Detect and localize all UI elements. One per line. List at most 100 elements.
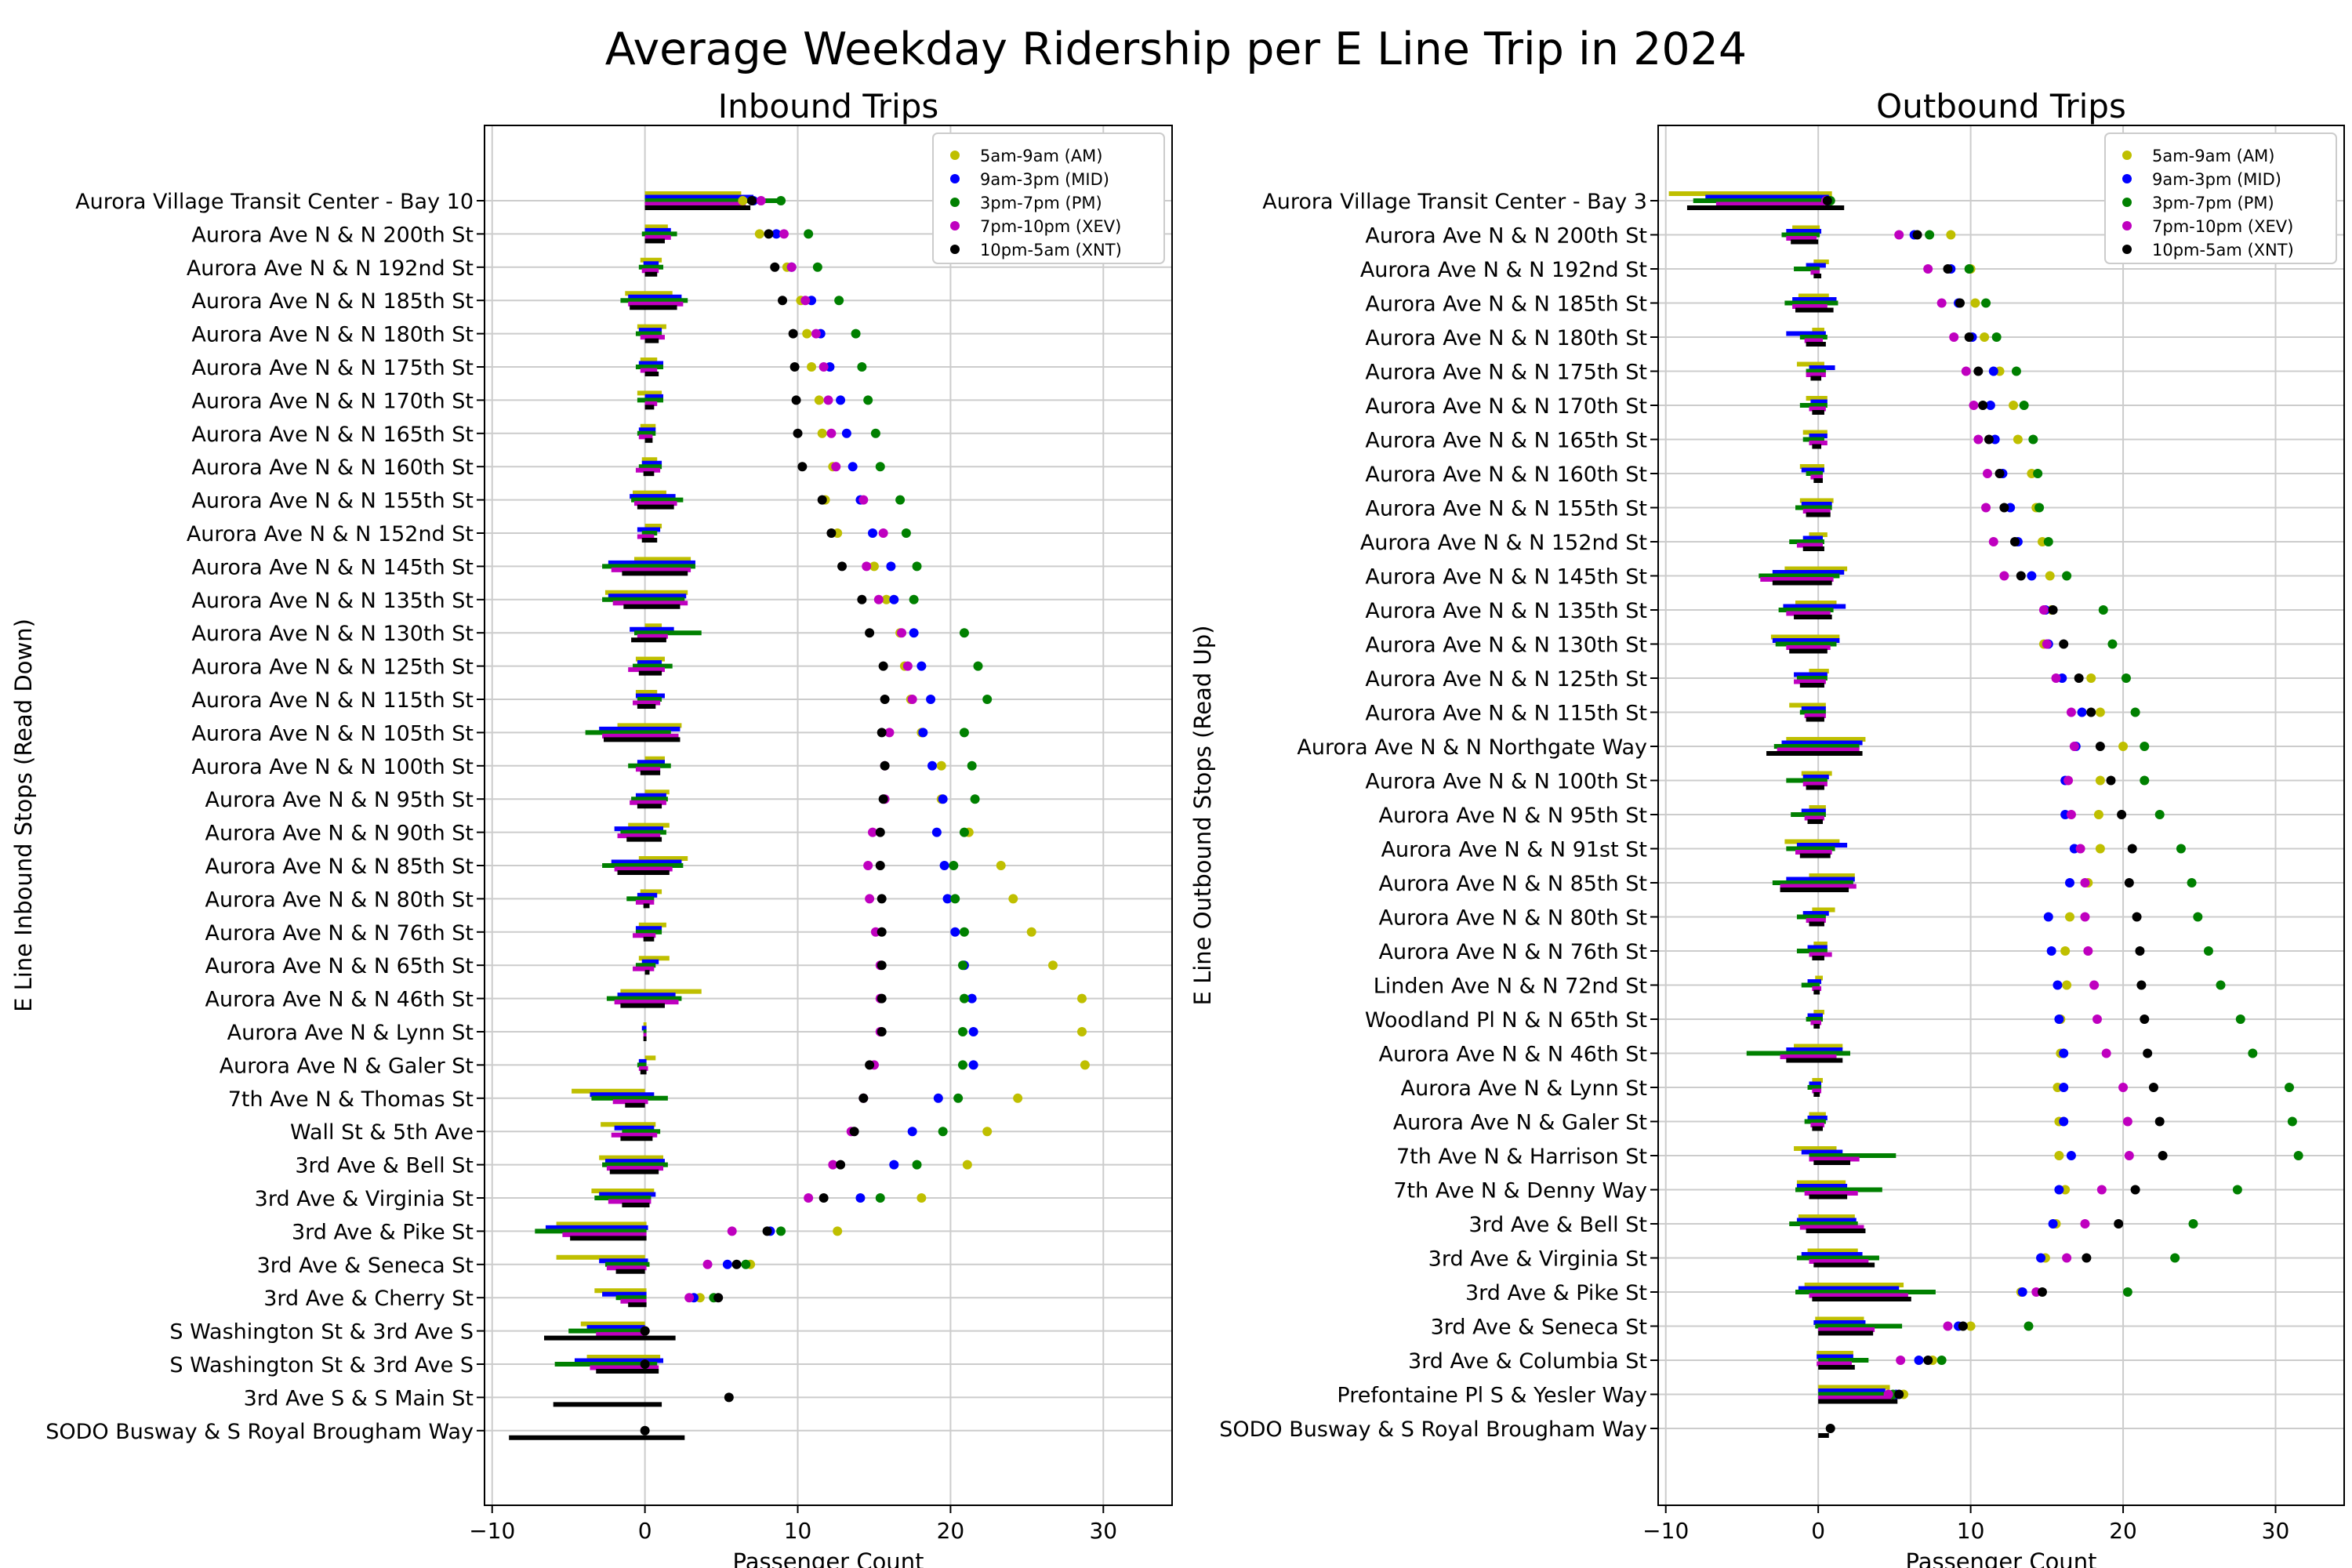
outbound-point-6-0 bbox=[2009, 401, 2019, 410]
outbound-point-30-4 bbox=[2114, 1219, 2124, 1229]
outbound-stop-label-8: Aurora Ave N & N 160th St bbox=[1365, 463, 1647, 487]
outbound-point-16-4 bbox=[2095, 742, 2105, 751]
inbound-stop-label-5: Aurora Ave N & N 175th St bbox=[191, 356, 474, 380]
outbound-point-12-2 bbox=[2098, 605, 2108, 615]
outbound-point-17-2 bbox=[2140, 775, 2150, 786]
inbound-stop-label-0: Aurora Village Transit Center - Bay 10 bbox=[75, 190, 474, 214]
inbound-point-12-4 bbox=[857, 594, 867, 604]
inbound-point-7-3 bbox=[826, 428, 837, 438]
inbound-point-9-2 bbox=[895, 495, 906, 505]
outbound-stop-label-9: Aurora Ave N & N 155th St bbox=[1365, 497, 1647, 521]
inbound-point-7-1 bbox=[841, 428, 851, 438]
outbound-point-7-0 bbox=[2013, 434, 2023, 445]
outbound-point-26-1 bbox=[2059, 1083, 2069, 1092]
outbound-stop-label-30: 3rd Ave & Bell St bbox=[1468, 1213, 1647, 1237]
inbound-point-24-2 bbox=[959, 993, 969, 1004]
outbound-point-35-3 bbox=[1883, 1389, 1893, 1399]
outbound-point-3-2 bbox=[1981, 298, 1991, 308]
outbound-point-26-4 bbox=[2148, 1083, 2158, 1092]
outbound-point-25-4 bbox=[2143, 1048, 2153, 1058]
outbound-legend-marker-4 bbox=[2122, 245, 2132, 254]
inbound-point-12-3 bbox=[873, 594, 884, 604]
inbound-point-5-2 bbox=[857, 362, 867, 372]
outbound-point-3-0 bbox=[1970, 298, 1980, 308]
inbound-point-21-0 bbox=[1008, 894, 1018, 904]
outbound-stop-label-0: Aurora Village Transit Center - Bay 3 bbox=[1262, 190, 1647, 214]
inbound-point-6-0 bbox=[814, 395, 824, 405]
inbound-stop-label-13: Aurora Ave N & N 130th St bbox=[191, 622, 474, 646]
outbound-point-23-3 bbox=[2089, 980, 2100, 990]
inbound-point-20-3 bbox=[863, 861, 873, 870]
inbound-point-10-3 bbox=[878, 528, 888, 538]
outbound-stop-label-21: Aurora Ave N & N 80th St bbox=[1379, 906, 1647, 931]
outbound-point-9-3 bbox=[1981, 503, 1991, 513]
outbound-point-25-3 bbox=[2101, 1048, 2111, 1058]
inbound-stop-label-1: Aurora Ave N & N 200th St bbox=[191, 223, 474, 247]
outbound-stop-label-12: Aurora Ave N & N 135th St bbox=[1365, 599, 1647, 623]
inbound-point-4-3 bbox=[811, 328, 821, 339]
outbound-chart: Outbound Trips Aurora Village Transit Cen… bbox=[1189, 87, 2345, 1568]
outbound-point-21-2 bbox=[2193, 912, 2203, 922]
outbound-point-16-0 bbox=[2118, 742, 2129, 751]
outbound-point-11-4 bbox=[2016, 571, 2026, 581]
inbound-point-23-0 bbox=[1047, 960, 1058, 971]
inbound-stop-label-15: Aurora Ave N & N 115th St bbox=[191, 688, 474, 713]
outbound-point-5-3 bbox=[1961, 366, 1971, 376]
inbound-stop-label-19: Aurora Ave N & N 90th St bbox=[205, 822, 474, 846]
inbound-point-13-3 bbox=[897, 628, 907, 638]
outbound-point-15-2 bbox=[2130, 707, 2140, 717]
outbound-point-17-0 bbox=[2095, 775, 2105, 786]
inbound-point-37-4 bbox=[640, 1425, 650, 1436]
outbound-point-4-0 bbox=[1980, 332, 1990, 342]
inbound-stop-label-36: 3rd Ave S & S Main St bbox=[244, 1386, 474, 1410]
inbound-point-19-3 bbox=[868, 827, 878, 837]
outbound-point-7-4 bbox=[1984, 434, 1994, 445]
inbound-point-31-3 bbox=[727, 1226, 737, 1236]
inbound-point-19-4 bbox=[875, 827, 885, 837]
inbound-point-20-0 bbox=[996, 861, 1006, 870]
inbound-point-15-2 bbox=[982, 695, 993, 704]
outbound-stop-label-34: 3rd Ave & Columbia St bbox=[1408, 1349, 1647, 1374]
outbound-chart-title: Outbound Trips bbox=[1876, 87, 2126, 125]
outbound-point-22-4 bbox=[2135, 946, 2145, 956]
inbound-point-21-4 bbox=[877, 894, 887, 904]
inbound-point-12-0 bbox=[881, 594, 891, 604]
outbound-xtick-label-0: −10 bbox=[1642, 1518, 1689, 1544]
inbound-xtick-label-4: 30 bbox=[1089, 1518, 1117, 1544]
outbound-point-22-0 bbox=[2060, 946, 2071, 956]
outbound-point-33-2 bbox=[2024, 1321, 2034, 1331]
outbound-point-23-4 bbox=[2136, 980, 2147, 990]
inbound-point-10-1 bbox=[868, 528, 878, 538]
outbound-stop-label-27: Aurora Ave N & Galer St bbox=[1393, 1111, 1647, 1135]
inbound-point-19-1 bbox=[931, 827, 942, 837]
outbound-stop-label-36: SODO Busway & S Royal Brougham Way bbox=[1219, 1417, 1647, 1442]
outbound-point-21-0 bbox=[2065, 912, 2074, 922]
outbound-stop-label-31: 3rd Ave & Virginia St bbox=[1428, 1247, 1647, 1272]
outbound-point-6-1 bbox=[1985, 401, 1995, 410]
outbound-legend-label-0: 5am-9am (AM) bbox=[2152, 147, 2275, 165]
outbound-stop-label-24: Woodland Pl N & N 65th St bbox=[1365, 1008, 1647, 1033]
inbound-point-22-1 bbox=[950, 927, 960, 937]
inbound-stop-label-14: Aurora Ave N & N 125th St bbox=[191, 655, 474, 680]
inbound-point-29-2 bbox=[912, 1160, 922, 1170]
inbound-point-27-4 bbox=[858, 1093, 869, 1103]
outbound-point-23-1 bbox=[2053, 980, 2063, 990]
outbound-point-26-2 bbox=[2285, 1083, 2294, 1092]
outbound-point-22-1 bbox=[2046, 946, 2056, 956]
inbound-chart: Inbound Trips Aurora Village Transit Cent… bbox=[10, 87, 1173, 1568]
outbound-point-34-4 bbox=[1923, 1356, 1933, 1365]
outbound-point-17-4 bbox=[2106, 775, 2116, 786]
outbound-stop-label-14: Aurora Ave N & N 125th St bbox=[1365, 667, 1647, 691]
outbound-stop-label-18: Aurora Ave N & N 95th St bbox=[1379, 804, 1647, 828]
inbound-point-23-4 bbox=[877, 960, 887, 971]
inbound-point-8-3 bbox=[831, 462, 841, 472]
outbound-stop-label-3: Aurora Ave N & N 185th St bbox=[1365, 292, 1647, 317]
outbound-point-34-3 bbox=[1896, 1356, 1906, 1365]
outbound-point-6-3 bbox=[1969, 401, 1979, 410]
inbound-point-12-2 bbox=[909, 594, 919, 604]
outbound-xtick-label-3: 20 bbox=[2109, 1518, 2137, 1544]
inbound-legend-marker-2 bbox=[950, 198, 960, 207]
inbound-point-5-4 bbox=[789, 362, 800, 372]
inbound-point-26-4 bbox=[865, 1060, 875, 1070]
inbound-point-16-4 bbox=[877, 728, 887, 738]
